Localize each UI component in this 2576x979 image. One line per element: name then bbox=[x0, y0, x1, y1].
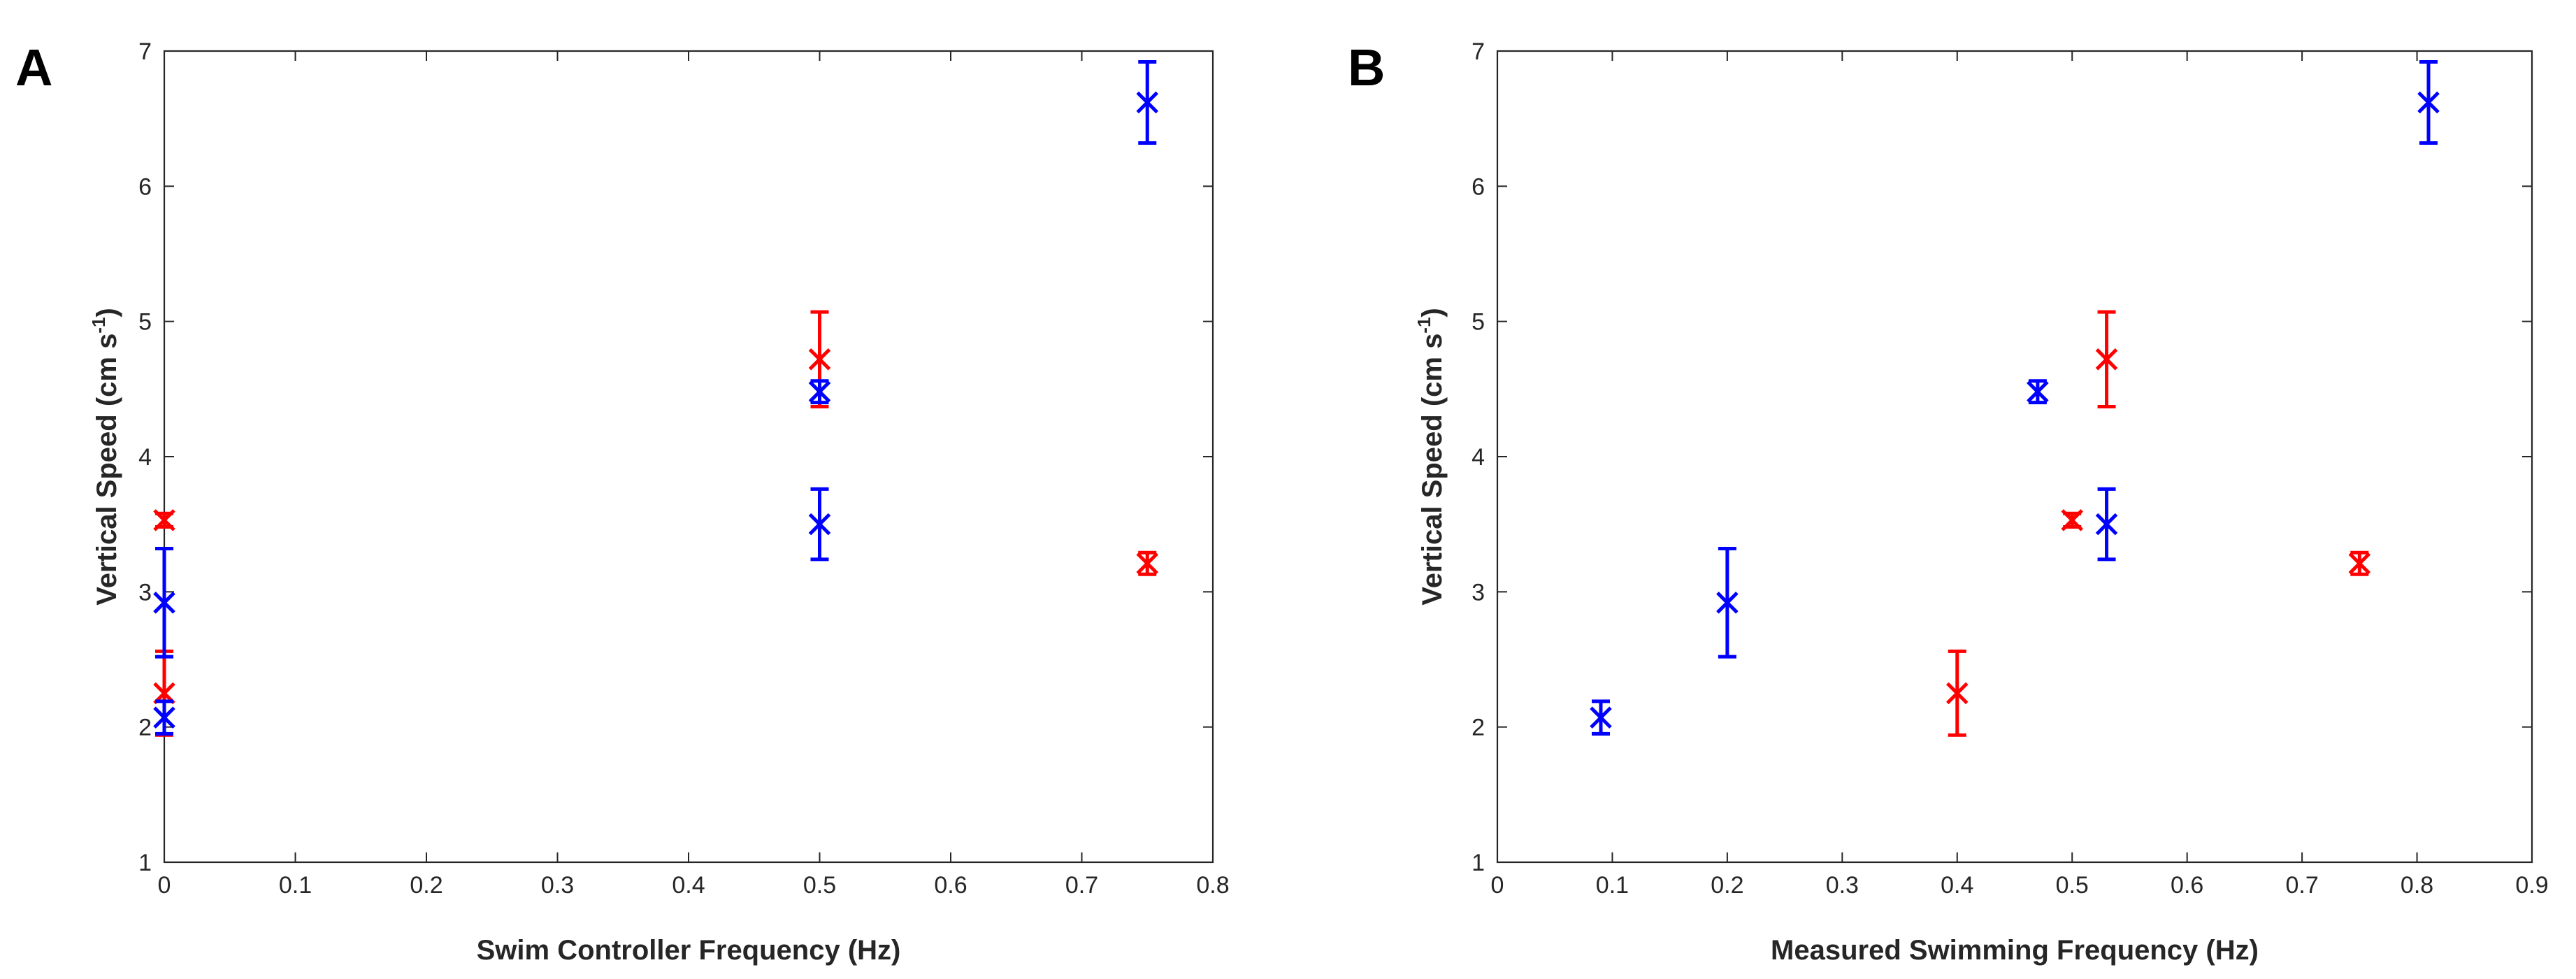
panel-a-x-tick-label: 0.3 bbox=[541, 872, 574, 899]
panel-b-y-axis-label-close: ) bbox=[1417, 308, 1448, 317]
panel-a-y-ticks: 1 2 3 4 5 6 7 bbox=[138, 38, 1213, 876]
panel-b-y-axis-label-superscript: -1 bbox=[1413, 317, 1434, 334]
panel-b-blue-point bbox=[2417, 59, 2440, 145]
panel-a-y-tick-label: 3 bbox=[138, 579, 152, 606]
x-marker-stroke bbox=[1136, 91, 1159, 114]
panel-a-y-axis-label: Vertical Speed (cm s-1) bbox=[88, 308, 122, 606]
panel-a-y-axis-label-superscript: -1 bbox=[88, 317, 109, 334]
x-marker-stroke bbox=[2348, 552, 2371, 575]
panel-a-y-axis-label-main: Vertical Speed (cm s bbox=[92, 334, 122, 606]
panel-a-x-tick-label: 0.2 bbox=[410, 872, 442, 899]
x-marker-stroke bbox=[153, 592, 175, 614]
panel-a-x-tick-label: 0.6 bbox=[934, 872, 967, 899]
panel-a-x-tick-label: 0.4 bbox=[672, 872, 705, 899]
x-marker-stroke bbox=[1946, 682, 1969, 705]
panel-b-red-point bbox=[2348, 550, 2371, 576]
panel-b-red-point bbox=[2061, 509, 2083, 531]
panel-b-x-axis-label: Measured Swimming Frequency (Hz) bbox=[1771, 935, 2259, 966]
panel-a: A 0 0.1 0.2 0.3 0.4 0.5 0.6 0.7 0.8 1 2 3 4 5 6 7 Swim… bbox=[15, 38, 1230, 966]
panel-b-y-tick-label: 4 bbox=[1472, 444, 1485, 471]
panel-b-data-points bbox=[1590, 59, 2440, 737]
panel-a-x-tick-label: 0.1 bbox=[279, 872, 312, 899]
panel-b-x-tick-label: 0.8 bbox=[2401, 872, 2433, 899]
x-marker-stroke bbox=[808, 513, 831, 536]
panel-b-y-axis-label-main: Vertical Speed (cm s bbox=[1417, 334, 1448, 606]
x-marker-stroke bbox=[808, 380, 831, 403]
panel-b-y-ticks: 1 2 3 4 5 6 7 bbox=[1472, 38, 2532, 876]
panel-b-red-point bbox=[2095, 310, 2118, 408]
panel-a-x-tick-label: 0.8 bbox=[1196, 872, 1229, 899]
panel-b-x-tick-label: 0.3 bbox=[1826, 872, 1859, 899]
panel-b-x-tick-label: 0 bbox=[1491, 872, 1504, 899]
panel-a-red-point bbox=[153, 509, 175, 531]
x-marker-stroke bbox=[808, 348, 831, 371]
x-marker-stroke bbox=[2061, 509, 2083, 531]
x-marker-stroke bbox=[2417, 91, 2440, 114]
panel-b-x-tick-label: 0.4 bbox=[1941, 872, 1973, 899]
panel-b-red-point bbox=[1946, 649, 1969, 737]
panel-a-blue-point bbox=[808, 487, 831, 562]
panel-b-x-tick-label: 0.6 bbox=[2171, 872, 2203, 899]
panel-a-y-axis-label-close: ) bbox=[92, 308, 122, 317]
panel-b-label: B bbox=[1348, 38, 1385, 97]
panel-b-x-tick-label: 0.2 bbox=[1711, 872, 1743, 899]
panel-a-blue-point bbox=[1136, 59, 1159, 145]
x-marker-stroke bbox=[2095, 513, 2118, 536]
panel-b-y-tick-label: 2 bbox=[1472, 715, 1485, 741]
panel-a-blue-point bbox=[808, 379, 831, 405]
panel-a-x-axis-label: Swim Controller Frequency (Hz) bbox=[477, 935, 901, 966]
panel-a-plot-frame bbox=[163, 50, 1214, 864]
panel-b-plot-frame bbox=[1496, 50, 2533, 864]
panel-a-y-tick-label: 2 bbox=[138, 715, 152, 741]
panel-b-x-ticks: 0 0.1 0.2 0.3 0.4 0.5 0.6 0.7 0.8 0.9 bbox=[1491, 51, 2549, 899]
panel-a-y-tick-label: 6 bbox=[138, 173, 152, 200]
panel-a-y-tick-label: 4 bbox=[138, 444, 152, 471]
panel-b-blue-point bbox=[1590, 699, 1612, 736]
panel-a-blue-point bbox=[153, 546, 175, 659]
panel-a-y-tick-label: 1 bbox=[138, 850, 152, 876]
panel-a-x-tick-label: 0.7 bbox=[1065, 872, 1098, 899]
panel-a-y-tick-label: 5 bbox=[138, 309, 152, 336]
x-marker-stroke bbox=[153, 509, 175, 531]
x-marker-stroke bbox=[1136, 552, 1159, 575]
panel-a-blue-point bbox=[153, 699, 175, 736]
panel-a-x-tick-label: 0.5 bbox=[803, 872, 836, 899]
panel-b-blue-point bbox=[2027, 379, 2049, 405]
panel-a-red-point bbox=[1136, 550, 1159, 576]
panel-b-blue-point bbox=[2095, 487, 2118, 562]
panel-a-x-tick-label: 0 bbox=[158, 872, 171, 899]
panel-b-y-tick-label: 5 bbox=[1472, 309, 1485, 336]
panel-b-x-tick-label: 0.5 bbox=[2056, 872, 2089, 899]
panel-b: B 0 0.1 0.2 0.3 0.4 0.5 0.6 0.7 0.8 0.9 1 2 3 4 5 6 7 M… bbox=[1348, 38, 2549, 966]
x-marker-stroke bbox=[153, 706, 175, 729]
panel-b-x-tick-label: 0.7 bbox=[2285, 872, 2318, 899]
panel-b-x-tick-label: 0.9 bbox=[2515, 872, 2548, 899]
panel-a-label: A bbox=[15, 38, 52, 97]
x-marker-stroke bbox=[1590, 706, 1612, 729]
panel-b-y-tick-label: 6 bbox=[1472, 173, 1485, 200]
panel-b-y-tick-label: 3 bbox=[1472, 579, 1485, 606]
panel-b-y-tick-label: 1 bbox=[1472, 850, 1485, 876]
panel-b-x-tick-label: 0.1 bbox=[1596, 872, 1629, 899]
panel-a-data-points bbox=[153, 59, 1159, 737]
x-marker-stroke bbox=[1716, 592, 1739, 614]
panel-b-y-tick-label: 7 bbox=[1472, 38, 1485, 65]
x-marker-stroke bbox=[2027, 380, 2049, 403]
panel-a-y-tick-label: 7 bbox=[138, 38, 152, 65]
panel-b-y-axis-label: Vertical Speed (cm s-1) bbox=[1413, 308, 1448, 606]
panel-b-blue-point bbox=[1716, 546, 1739, 659]
x-marker-stroke bbox=[2095, 348, 2118, 371]
panel-a-x-ticks: 0 0.1 0.2 0.3 0.4 0.5 0.6 0.7 0.8 bbox=[158, 51, 1230, 899]
